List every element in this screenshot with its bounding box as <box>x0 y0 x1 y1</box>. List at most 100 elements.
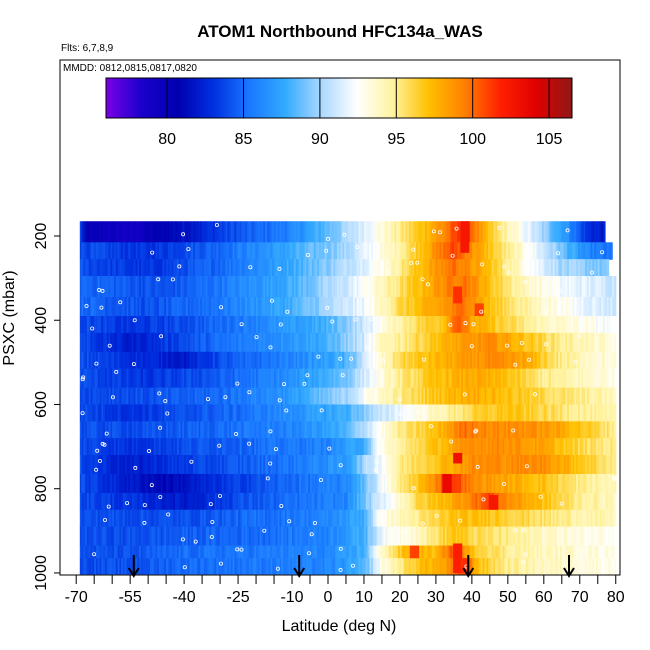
heatmap-cell <box>130 387 133 406</box>
heatmap-cell <box>538 297 541 317</box>
heatmap-cell <box>599 221 602 243</box>
heatmap-cell <box>331 421 334 439</box>
heatmap-cell <box>464 455 468 475</box>
heatmap-cell <box>549 387 552 406</box>
heatmap-cell <box>378 455 381 475</box>
heatmap-cell <box>293 276 297 298</box>
heatmap-cell <box>597 473 601 494</box>
heatmap-cell <box>450 351 453 370</box>
heatmap-cell <box>556 473 559 494</box>
heatmap-cell <box>185 276 189 298</box>
heatmap-cell <box>189 492 192 511</box>
heatmap-cell <box>547 276 550 298</box>
heatmap-cell <box>412 438 415 456</box>
heatmap-cell <box>112 259 115 277</box>
heatmap-cell <box>97 455 101 475</box>
heatmap-cell <box>257 316 261 334</box>
heatmap-cell <box>279 242 282 260</box>
heatmap-cell <box>97 473 101 494</box>
heatmap-cell <box>479 421 482 439</box>
heatmap-cell <box>412 297 415 317</box>
heatmap-cell <box>223 316 227 334</box>
heatmap-cell <box>148 242 151 260</box>
heatmap-cell <box>345 316 349 334</box>
heatmap-cell <box>216 509 219 528</box>
heatmap-cell <box>590 387 593 406</box>
heatmap-cell <box>399 509 403 528</box>
heatmap-cell <box>459 351 462 370</box>
heatmap-cell <box>407 492 410 511</box>
heatmap-cell <box>167 332 171 353</box>
heatmap-cell <box>266 316 270 334</box>
heatmap-cell <box>430 438 433 456</box>
heatmap-cell <box>281 259 284 277</box>
heatmap-cell <box>232 438 236 456</box>
heatmap-cell <box>412 455 415 475</box>
heatmap-cell <box>124 438 128 456</box>
heatmap-cell <box>563 316 566 334</box>
heatmap-cell <box>482 276 486 298</box>
heatmap-cell <box>90 473 93 494</box>
heatmap-cell <box>144 492 147 511</box>
heatmap-cell <box>139 455 142 475</box>
heatmap-cell <box>419 242 423 260</box>
heatmap-cell <box>479 455 482 475</box>
heatmap-cell <box>453 404 457 422</box>
heatmap-cell <box>568 276 572 298</box>
heatmap-cell <box>254 438 257 456</box>
heatmap-cell <box>401 316 405 334</box>
heatmap-cell <box>604 297 608 317</box>
heatmap-cell <box>531 242 534 260</box>
heatmap-cell <box>142 316 146 334</box>
heatmap-cell <box>148 404 151 422</box>
heatmap-cell <box>506 297 509 317</box>
heatmap-cell <box>498 473 502 494</box>
heatmap-cell <box>529 421 532 439</box>
heatmap-cell <box>101 438 104 456</box>
heatmap-cell <box>225 438 228 456</box>
heatmap-cell <box>345 276 349 298</box>
heatmap-cell <box>180 221 183 243</box>
heatmap-cell <box>110 242 113 260</box>
heatmap-cell <box>351 473 354 494</box>
heatmap-cell <box>320 368 324 389</box>
heatmap-cell <box>293 242 297 260</box>
heatmap-cell <box>558 332 561 353</box>
heatmap-cell <box>556 297 559 317</box>
heatmap-cell <box>191 438 194 456</box>
heatmap-cell <box>164 421 167 439</box>
heatmap-cell <box>592 368 595 389</box>
heatmap-cell <box>320 455 324 475</box>
heatmap-cell <box>574 332 577 353</box>
heatmap-cell <box>227 387 230 406</box>
heatmap-cell <box>506 421 509 439</box>
heatmap-cell <box>387 404 390 422</box>
heatmap-cell <box>561 368 565 389</box>
heatmap-cell <box>471 473 475 494</box>
heatmap-cell <box>128 455 131 475</box>
heatmap-cell <box>319 297 322 317</box>
heatmap-cell <box>461 387 464 406</box>
heatmap-cell <box>90 221 93 243</box>
heatmap-cell <box>500 421 504 439</box>
heatmap-cell <box>79 221 83 243</box>
heatmap-cell <box>128 351 131 370</box>
heatmap-cell <box>389 438 392 456</box>
heatmap-cell <box>435 332 439 353</box>
heatmap-cell <box>524 351 527 370</box>
heatmap-cell <box>457 473 460 494</box>
heatmap-cell <box>263 351 266 370</box>
heatmap-cell <box>329 332 333 353</box>
heatmap-cell <box>232 421 236 439</box>
heatmap-cell <box>220 259 223 277</box>
heatmap-cell <box>169 509 173 528</box>
heatmap-cell <box>218 368 221 389</box>
heatmap-cell <box>216 492 219 511</box>
heatmap-cell <box>250 438 254 456</box>
heatmap-cell <box>158 242 162 260</box>
heatmap-cell <box>229 455 232 475</box>
heatmap-cell <box>426 404 430 422</box>
heatmap-cell <box>401 351 405 370</box>
heatmap-cell <box>362 351 365 370</box>
heatmap-cell <box>148 509 151 528</box>
